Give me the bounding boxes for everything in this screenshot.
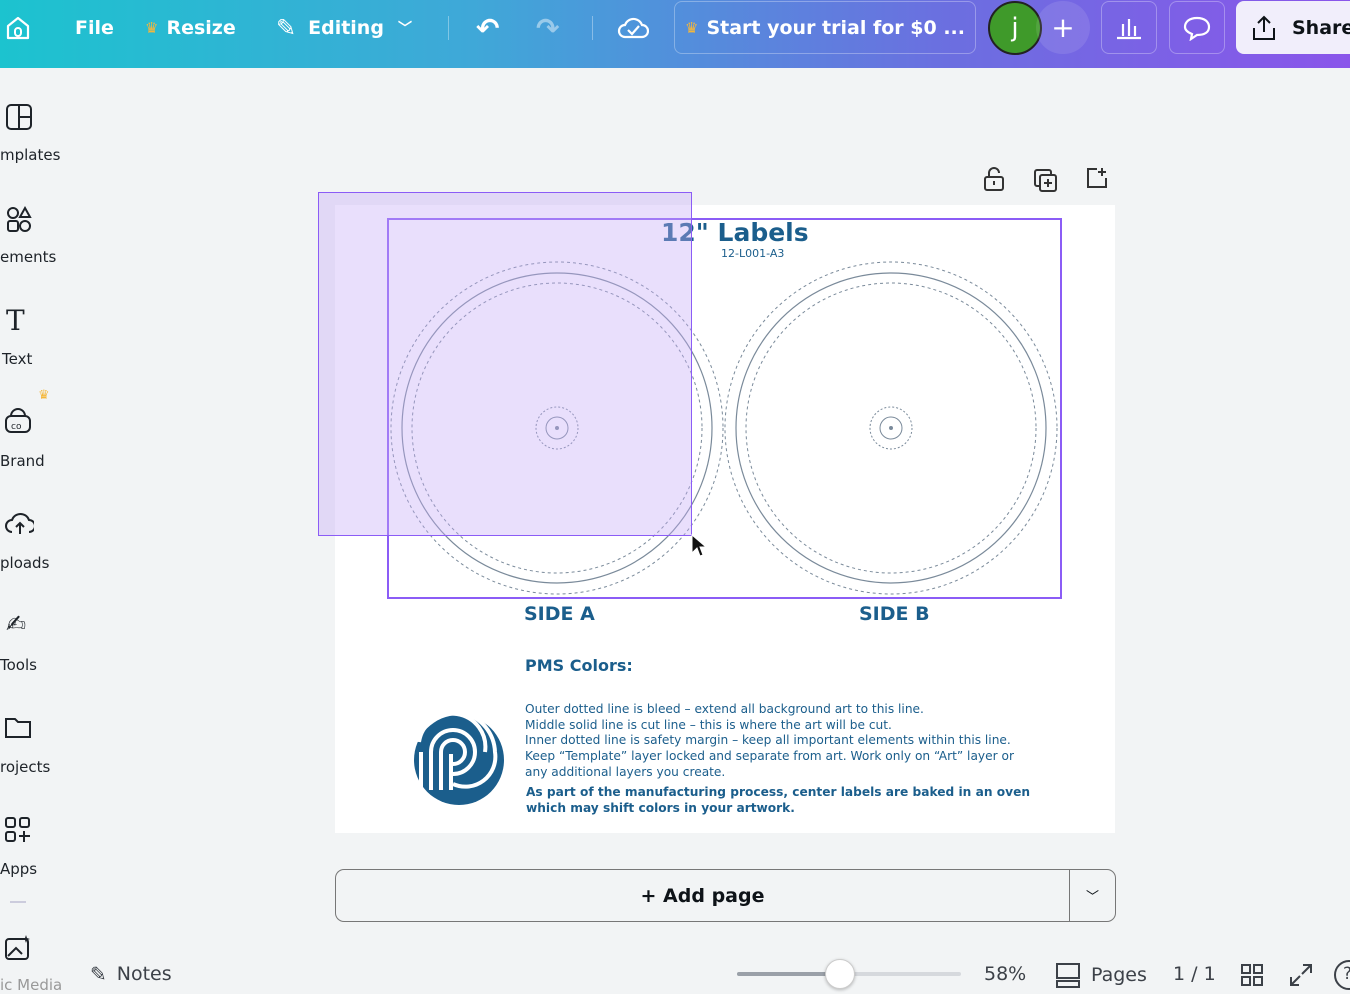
sidebar-item-apps[interactable]: Apps	[0, 814, 70, 884]
notes-label: Notes	[116, 963, 172, 985]
share-icon	[1253, 15, 1275, 40]
fullscreen-icon[interactable]	[1288, 962, 1314, 992]
crown-icon: ♛	[685, 18, 699, 37]
sidebar-label: Tools	[0, 656, 37, 674]
pencil-icon: ✎	[276, 14, 297, 42]
share-button[interactable]: Share	[1236, 1, 1350, 54]
pms-colors-heading[interactable]: PMS Colors:	[525, 656, 633, 675]
side-b-circles	[724, 261, 1058, 595]
crown-icon: ♛	[38, 388, 50, 403]
sidebar-item-elements[interactable]: ements	[0, 202, 70, 272]
text-icon: T	[6, 304, 25, 337]
sidebar-label: mplates	[0, 146, 61, 164]
grid-view-icon[interactable]	[1240, 963, 1264, 991]
zoom-slider[interactable]	[737, 959, 961, 989]
instruction-line: Outer dotted line is bleed – extend all …	[525, 702, 924, 716]
cloud-saved-icon[interactable]	[617, 0, 649, 56]
instruction-line: Middle solid line is cut line – this is …	[525, 717, 892, 732]
zoom-slider-fill	[737, 972, 841, 976]
share-label: Share	[1292, 16, 1350, 39]
warning-line: which may shift colors in your artwork.	[526, 801, 795, 815]
pages-button[interactable]: Pages	[1055, 962, 1147, 988]
side-a-label[interactable]: SIDE A	[524, 603, 595, 625]
design-title[interactable]: 12" Labels	[661, 218, 809, 247]
sidebar-item-projects[interactable]: rojects	[0, 712, 70, 782]
sidebar-label: rojects	[0, 758, 51, 776]
cloud-upload-icon	[5, 513, 34, 534]
bar-chart-icon	[1117, 18, 1141, 39]
side-b-label[interactable]: SIDE B	[859, 603, 930, 625]
resize-label: Resize	[166, 17, 236, 39]
design-page[interactable]: 12" Labels 12-L001-A3 SIDE A SIDE B PMS …	[335, 205, 1115, 833]
elements-icon	[7, 205, 32, 232]
side-a-circles	[390, 261, 724, 595]
notes-icon: ✎	[90, 962, 107, 986]
apps-icon	[5, 817, 30, 842]
file-menu[interactable]: File	[75, 17, 114, 39]
instruction-line: Inner dotted line is safety margin – kee…	[525, 733, 1011, 748]
duplicate-page-icon[interactable]	[1033, 168, 1059, 196]
editing-label: Editing	[308, 17, 384, 39]
pages-icon	[1056, 963, 1080, 988]
avatar[interactable]: j	[988, 1, 1042, 55]
zoom-slider-handle[interactable]	[825, 959, 856, 989]
pages-label: Pages	[1091, 964, 1147, 986]
design-code[interactable]: 12-L001-A3	[721, 247, 785, 260]
folder-icon	[5, 718, 31, 738]
label-template-graphic	[390, 261, 1058, 805]
notes-button[interactable]: ✎ Notes	[90, 962, 172, 986]
zoom-level[interactable]: 58%	[984, 963, 1027, 985]
home-button[interactable]	[4, 0, 32, 56]
warning-text[interactable]: As part of the manufacturing process, ce…	[526, 784, 1030, 816]
sidebar-label: Brand	[0, 452, 45, 470]
selected-element-highlight[interactable]	[318, 192, 692, 536]
sidebar-item-text[interactable]: T Text	[0, 304, 70, 374]
sidebar-label: ements	[0, 248, 57, 266]
sidebar-item-templates[interactable]: mplates	[0, 100, 70, 170]
insights-button[interactable]	[1101, 1, 1157, 54]
instruction-line: any additional layers you create.	[525, 764, 726, 779]
trial-label: Start your trial for $0 ...	[706, 16, 965, 39]
instruction-line: Keep “Template” layer locked and separat…	[525, 749, 1014, 764]
lock-icon[interactable]	[983, 166, 1005, 196]
crown-icon: ♛	[145, 19, 159, 37]
sidebar-label: Text	[2, 350, 33, 368]
sidebar-label: ploads	[0, 554, 50, 572]
undo-icon[interactable]: ↶	[476, 11, 500, 45]
sidebar-item-magic-media[interactable]: ic Media	[0, 932, 70, 994]
top-bar: File ♛ Resize ✎ Editing ﹀ ↶ ↷ ♛ Start your t…	[0, 0, 1350, 68]
svg-text:co: co	[11, 422, 22, 432]
sidebar-label: Apps	[0, 860, 38, 878]
sidebar-item-tools[interactable]: ✍ Tools	[0, 610, 70, 680]
chevron-down-icon: ﹀	[1085, 890, 1099, 905]
home-icon	[6, 16, 30, 40]
comment-icon	[1183, 16, 1211, 41]
page-counter: 1 / 1	[1173, 963, 1216, 985]
mouse-cursor-icon	[691, 533, 708, 562]
divider	[10, 901, 26, 903]
sidebar-item-uploads[interactable]: ploads	[0, 508, 70, 578]
add-collaborator-button[interactable]: +	[1036, 1, 1090, 54]
templates-icon	[6, 104, 32, 130]
add-page-button[interactable]: + Add page	[335, 869, 1069, 922]
add-page-icon[interactable]	[1085, 166, 1109, 194]
instructions-text[interactable]: Outer dotted line is bleed – extend all …	[525, 702, 1014, 781]
help-icon[interactable]: ?	[1334, 960, 1350, 990]
sidebar-label: ic Media	[0, 976, 63, 994]
redo-icon[interactable]: ↷	[536, 11, 560, 45]
chevron-down-icon: ﹀	[397, 21, 412, 37]
comments-button[interactable]	[1169, 1, 1225, 54]
tools-icon: ✍	[6, 610, 27, 638]
brand-logo	[414, 709, 504, 805]
resize-button[interactable]: ♛ Resize	[145, 0, 236, 56]
editing-menu[interactable]: ✎ Editing ﹀	[276, 0, 412, 56]
warning-line: As part of the manufacturing process, ce…	[526, 785, 1031, 799]
selection-box-group[interactable]	[387, 218, 1062, 599]
brand-icon: co	[5, 408, 31, 433]
magic-media-icon	[5, 935, 30, 960]
sidebar-item-brand[interactable]: ♛ co Brand	[0, 388, 70, 474]
add-page-options-button[interactable]: ﹀	[1069, 869, 1116, 922]
start-trial-button[interactable]: ♛ Start your trial for $0 ...	[674, 1, 976, 54]
